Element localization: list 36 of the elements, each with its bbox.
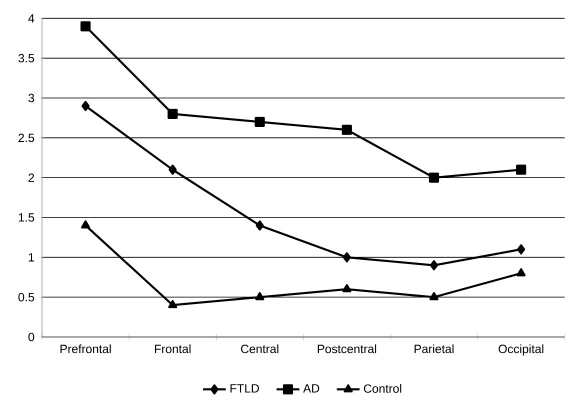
- legend-label: Control: [364, 384, 402, 393]
- x-tick-label: Parietal: [414, 344, 454, 354]
- y-tick-label: 4: [28, 14, 34, 22]
- point: [516, 268, 526, 276]
- x-tick-label: Occipital: [498, 344, 544, 356]
- y-tick-label: 0: [28, 332, 34, 342]
- y-tick-label: 2.5: [18, 134, 34, 142]
- point: [255, 292, 264, 300]
- point: [80, 21, 91, 32]
- point: [81, 100, 90, 112]
- point: [342, 284, 352, 292]
- point: [256, 220, 264, 231]
- point: [429, 292, 439, 300]
- point: [254, 116, 265, 127]
- y-tick-label: 1: [28, 253, 34, 262]
- point: [342, 252, 351, 262]
- point: [81, 220, 90, 229]
- y-tick-label: 0.5: [18, 292, 34, 302]
- point: [168, 108, 178, 119]
- point: [430, 260, 438, 270]
- y-tick-label: 2: [28, 173, 34, 182]
- legend-label: AD: [303, 384, 320, 392]
- x-tick-label: Prefrontal: [60, 344, 111, 354]
- y-tick-label: 3.5: [18, 54, 34, 62]
- legend-label: FTLD: [230, 384, 259, 392]
- point: [517, 244, 526, 254]
- point: [168, 300, 178, 308]
- x-tick-label: Postcentral: [318, 344, 376, 354]
- x-tick-label: Frontal: [154, 344, 191, 354]
- point: [428, 172, 440, 183]
- point: [168, 164, 177, 175]
- y-tick-label: 1.5: [18, 213, 34, 222]
- point: [342, 124, 352, 135]
- point: [516, 164, 526, 175]
- y-tick-label: 3: [28, 94, 34, 102]
- x-tick-label: Central: [241, 344, 278, 354]
